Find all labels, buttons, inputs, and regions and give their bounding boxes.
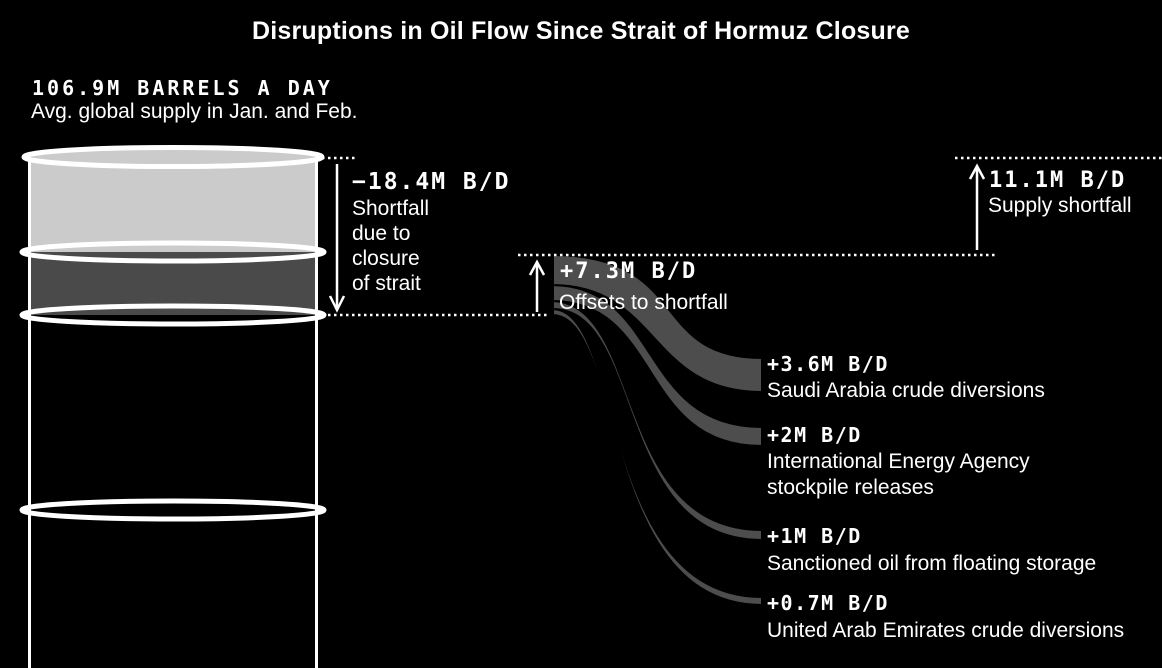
flow-band-uae [552,307,763,607]
shortfall-desc: Shortfall due to closure of strait [352,197,430,295]
barrel-rib-1 [19,240,327,264]
barrel-shortfall-segment [29,157,317,252]
shortfall-value: −18.4M B/D [352,169,511,195]
flow-saudi-desc: Saudi Arabia crude diversions [767,379,1045,402]
oil-barrel [19,145,327,668]
offsets-up-arrow [528,259,546,312]
offsets-value: +7.3M B/D [560,259,698,284]
net-shortfall-up-arrow [968,163,986,250]
flow-floating-storage-desc: Sanctioned oil from floating storage [767,552,1097,575]
flow-saudi-value: +3.6M B/D [767,352,889,376]
flow-band-saudi [552,253,763,394]
shortfall-down-arrow [328,164,346,313]
net-shortfall-desc: Supply shortfall [988,194,1132,217]
baseline-supply-value: 106.9M BARRELS A DAY [32,76,333,100]
flow-bands [552,253,763,607]
chart-title: Disruptions in Oil Flow Since Strait of … [251,17,911,45]
flow-iea-desc: International Energy Agency stockpile re… [767,450,1030,499]
baseline-supply-desc: Avg. global supply in Jan. and Feb. [31,100,358,123]
net-shortfall-value: 11.1M B/D [989,168,1127,193]
flow-uae-desc: United Arab Emirates crude diversions [767,619,1125,642]
flow-uae-value: +0.7M B/D [767,591,889,615]
barrel-top-rim [21,145,325,169]
flow-band-floating-storage [552,299,763,542]
arrows [328,163,986,313]
flow-floating-storage-value: +1M B/D [767,524,862,548]
dotted-guides [322,156,1162,317]
barrel-rib-3 [19,498,327,522]
offsets-desc: Offsets to shortfall [559,291,728,314]
flow-band-iea [552,283,763,448]
flow-iea-value: +2M B/D [767,423,862,447]
